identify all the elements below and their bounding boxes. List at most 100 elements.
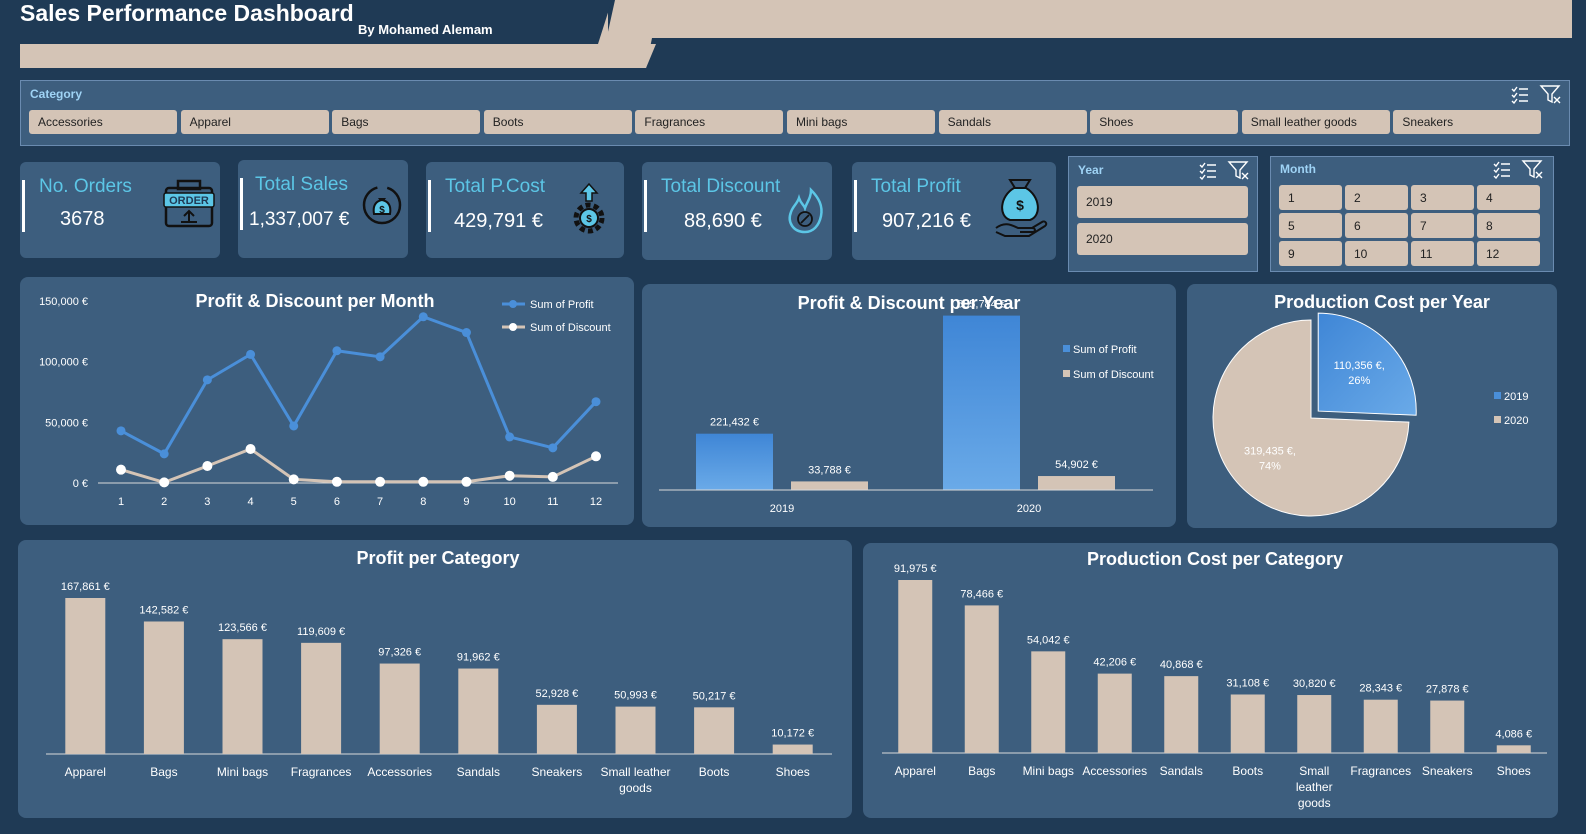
pcost-category-chart-panel: Production Cost per Category 91,975 € App… (863, 543, 1558, 818)
y-tick-label: 150,000 € (39, 296, 88, 308)
kpi-profit-card: Total Profit 907,216 € $ (852, 162, 1056, 260)
multi-select-icon[interactable] (1509, 84, 1531, 104)
year-chart-panel: Profit & Discount per Year 221,432 € 33,7… (642, 284, 1176, 527)
category-button-apparel[interactable]: Apparel (180, 110, 329, 134)
bar-boots (1230, 694, 1265, 753)
data-point (202, 461, 213, 472)
data-point (547, 471, 558, 482)
x-tick-label: Mini bags (1023, 764, 1074, 778)
category-button-mini-bags[interactable]: Mini bags (787, 110, 935, 134)
x-tick-label: Shoes (776, 765, 810, 779)
month-button-10[interactable]: 10 (1345, 241, 1408, 266)
svg-text:$: $ (379, 205, 385, 216)
kpi-orders-label: No. Orders (39, 176, 132, 197)
month-button-4[interactable]: 4 (1477, 185, 1540, 210)
category-button-sneakers[interactable]: Sneakers (1393, 110, 1542, 134)
x-tick-label: 2020 (1017, 503, 1041, 515)
data-label: 123,566 € (218, 622, 267, 634)
kpi-profit-label: Total Profit (871, 176, 961, 197)
page-title: Sales Performance Dashboard (20, 0, 354, 26)
bar-sneakers (1430, 700, 1465, 753)
bar-bags (143, 621, 184, 754)
x-tick-label: Bags (968, 764, 995, 778)
order-box-icon: ORDER (163, 179, 215, 228)
bar-small-leather-goods (1297, 695, 1332, 753)
category-button-shoes[interactable]: Shoes (1090, 110, 1239, 134)
bar-sneakers (536, 704, 577, 754)
year-button-2019[interactable]: 2019 (1077, 186, 1248, 218)
month-button-1[interactable]: 1 (1279, 185, 1342, 210)
month-button-6[interactable]: 6 (1345, 213, 1408, 238)
data-point (375, 352, 385, 362)
pcost-category-chart-title: Production Cost per Category (1086, 549, 1344, 569)
bar-apparel (898, 580, 933, 753)
x-tick-label: 6 (334, 496, 340, 508)
x-tick-label: Shoes (1497, 764, 1531, 778)
clear-filter-icon[interactable] (1539, 84, 1563, 104)
multi-select-icon[interactable] (1491, 159, 1513, 179)
pie-slice-2019 (1317, 312, 1417, 416)
month-button-2[interactable]: 2 (1345, 185, 1408, 210)
data-label: 52,928 € (535, 688, 578, 700)
category-button-sandals[interactable]: Sandals (938, 110, 1087, 134)
x-tick-label: Accessories (1082, 764, 1147, 778)
category-button-fragrances[interactable]: Fragrances (635, 110, 784, 134)
month-button-5[interactable]: 5 (1279, 213, 1342, 238)
month-button-8[interactable]: 8 (1477, 213, 1540, 238)
kpi-pcost-value: 429,791 € (454, 210, 543, 232)
data-label: 110,356 €, (1334, 360, 1385, 372)
bar-sandals (458, 668, 499, 754)
bar-mini-bags (222, 639, 263, 754)
legend-label: Sum of Profit (530, 299, 594, 311)
clear-filter-icon[interactable] (1521, 159, 1545, 179)
data-label: 74% (1259, 460, 1281, 472)
data-label: 78,466 € (960, 588, 1003, 600)
month-button-3[interactable]: 3 (1411, 185, 1474, 210)
pcost-year-chart-title: Production Cost per Year (1274, 292, 1490, 312)
month-button-7[interactable]: 7 (1411, 213, 1474, 238)
data-label: 28,343 € (1359, 683, 1402, 695)
month-line-chart: 0 €50,000 €100,000 €150,000 €1 2 3 4 5 6 7 8 9 10… (39, 296, 618, 508)
category-slicer: Category Accessories Apparel Bags Boots Frag… (20, 80, 1570, 146)
category-slicer-title: Category (30, 87, 83, 101)
category-button-small-leather-goods[interactable]: Small leather goods (1241, 110, 1390, 134)
year-bar-chart: 221,432 € 33,788 € 2019 685,784 € 54,902 € 20… (659, 299, 1154, 515)
profit-category-bar-chart: 167,861 € Apparel 142,582 € Bags 123,566 € Mi… (46, 581, 832, 795)
data-point (504, 470, 515, 481)
data-label: 221,432 € (710, 417, 759, 429)
x-tick-label: leather (1296, 780, 1333, 794)
x-tick-label: 8 (420, 496, 426, 508)
data-label: 26% (1348, 375, 1370, 387)
kpi-discount-value: 88,690 € (684, 210, 762, 232)
month-chart-panel: Profit & Discount per Month 0 € 50,000 € 1… (20, 277, 634, 525)
bar-discount-2019 (791, 481, 868, 490)
data-label: 97,326 € (378, 647, 421, 659)
data-label: 91,962 € (457, 652, 500, 664)
clear-filter-icon[interactable] (1227, 160, 1251, 180)
legend-swatch (1494, 392, 1501, 399)
x-tick-label: Sandals (1160, 764, 1203, 778)
bar-apparel (65, 598, 106, 754)
data-point (202, 375, 212, 385)
month-button-12[interactable]: 12 (1477, 241, 1540, 266)
category-button-bags[interactable]: Bags (332, 110, 481, 134)
legend-label: Sum of Profit (1073, 344, 1137, 356)
pie-slice-2020 (1212, 319, 1410, 517)
legend-marker (509, 300, 517, 308)
kpi-pcost-label: Total P.Cost (445, 176, 545, 197)
bar-profit-2020 (943, 315, 1020, 490)
month-button-9[interactable]: 9 (1279, 241, 1342, 266)
year-button-2020[interactable]: 2020 (1077, 223, 1248, 255)
kpi-orders-value: 3678 (60, 208, 105, 230)
data-point (331, 476, 342, 487)
data-point (159, 477, 170, 488)
multi-select-icon[interactable] (1197, 160, 1219, 180)
category-button-boots[interactable]: Boots (483, 110, 632, 134)
discount-flame-icon (788, 186, 823, 234)
category-button-accessories[interactable]: Accessories (29, 110, 177, 134)
x-tick-label: Fragrances (291, 765, 352, 779)
x-tick-label: Sneakers (532, 765, 583, 779)
x-tick-label: Small (1299, 764, 1329, 778)
kpi-sales-label: Total Sales (255, 174, 348, 195)
month-button-11[interactable]: 11 (1411, 241, 1474, 266)
